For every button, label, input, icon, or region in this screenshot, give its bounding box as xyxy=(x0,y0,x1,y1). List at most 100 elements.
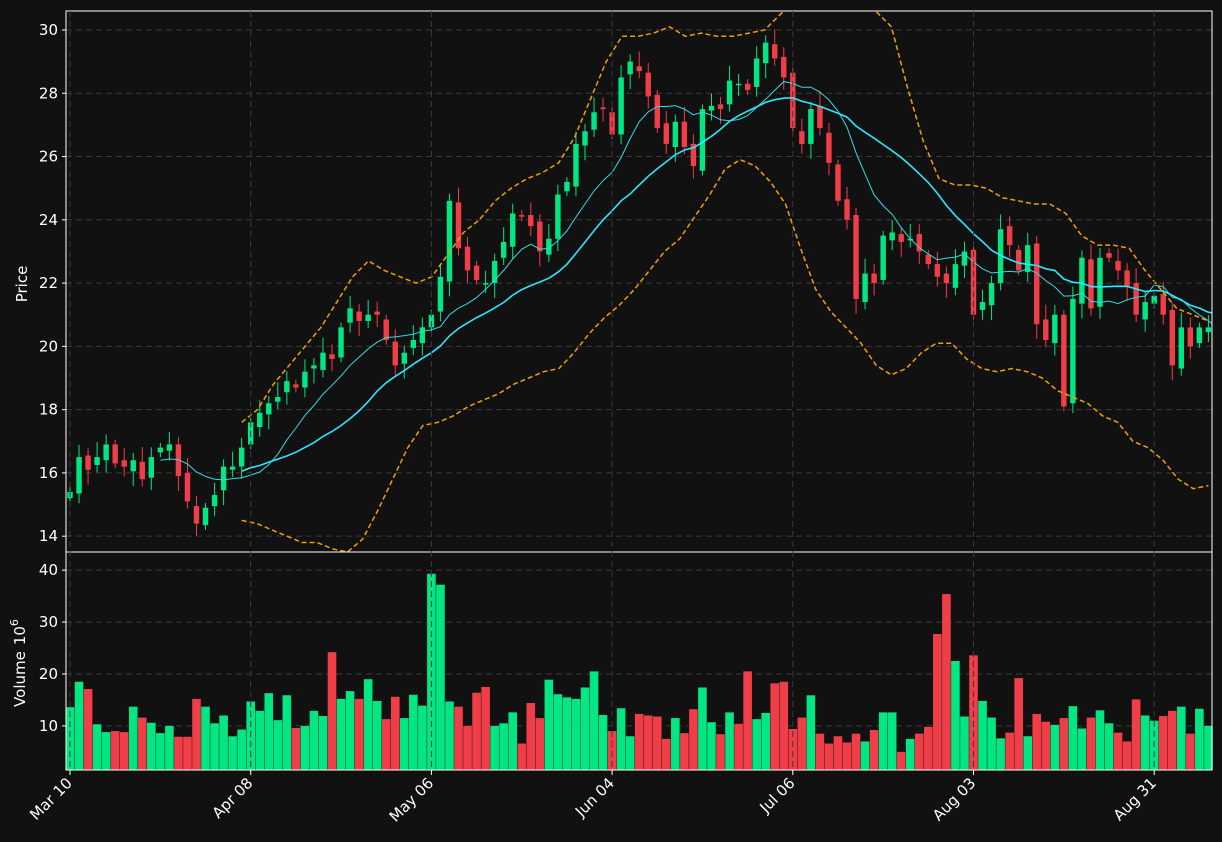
candle-body xyxy=(1115,260,1121,271)
candle-body xyxy=(1097,257,1103,307)
volume-bar xyxy=(607,731,617,770)
candle-body xyxy=(546,238,552,255)
price-tick-label: 24 xyxy=(39,211,58,229)
volume-bar xyxy=(1122,741,1132,770)
volume-bar xyxy=(165,725,174,770)
candle-body xyxy=(591,112,597,130)
volume-bar xyxy=(544,679,554,770)
candle-body xyxy=(491,260,498,284)
volume-bar xyxy=(192,698,201,770)
volume-bar xyxy=(228,736,237,770)
volume-bar xyxy=(987,717,996,770)
candle-body xyxy=(473,265,480,280)
candle-body xyxy=(121,460,127,467)
candle-body xyxy=(799,131,805,144)
volume-bar xyxy=(1014,678,1023,770)
volume-bar xyxy=(1113,732,1123,770)
candle-body xyxy=(880,235,886,280)
volume-bar xyxy=(363,679,373,770)
volume-bar xyxy=(1167,710,1177,770)
candle-body xyxy=(1142,302,1148,320)
candle-body xyxy=(654,94,660,129)
volume-bar xyxy=(707,722,716,770)
candle-body xyxy=(708,105,715,111)
price-tick-label: 30 xyxy=(39,21,58,39)
candle-body xyxy=(898,234,904,242)
upper-band-line xyxy=(241,11,1209,423)
volume-tick-label: 40 xyxy=(39,561,58,579)
candle-body xyxy=(564,181,570,192)
volume-bar xyxy=(381,719,391,770)
candle-body xyxy=(573,143,579,187)
volume-bar xyxy=(752,719,761,770)
candle-body xyxy=(482,283,489,285)
candle-body xyxy=(853,215,859,299)
volume-bar xyxy=(878,712,888,770)
volume-bar xyxy=(1195,708,1204,770)
volume-bar xyxy=(1186,733,1195,770)
volume-bar xyxy=(300,725,310,770)
candle-body xyxy=(681,121,688,148)
candle-body xyxy=(925,254,932,265)
price-tick-label: 26 xyxy=(39,148,58,166)
volume-bar xyxy=(1059,718,1069,770)
volume-bar xyxy=(598,714,608,770)
volume-bar xyxy=(914,733,924,770)
volume-bar xyxy=(924,726,933,770)
volume-bar xyxy=(345,691,355,770)
candle-body xyxy=(229,466,236,470)
candle-body xyxy=(302,371,308,388)
candle-body xyxy=(979,302,986,310)
volume-bar xyxy=(472,692,481,770)
candle-body xyxy=(1061,314,1067,407)
volume-bar xyxy=(219,715,228,770)
volume-tick-label: 30 xyxy=(39,613,58,631)
volume-bar xyxy=(589,671,599,770)
candle-body xyxy=(663,123,670,144)
ma-slow-line xyxy=(241,96,1212,472)
volume-bar xyxy=(860,741,870,770)
candle-body xyxy=(392,341,398,366)
volume-bar xyxy=(1032,713,1042,770)
candle-body xyxy=(988,283,995,306)
candle-body xyxy=(238,447,245,467)
candle-body xyxy=(401,352,407,364)
candle-body xyxy=(410,340,417,348)
candle-body xyxy=(293,384,299,388)
candle-body xyxy=(383,319,389,341)
volume-axis-label-name: Volume xyxy=(11,651,29,707)
candle-body xyxy=(690,143,697,167)
candle-body xyxy=(916,234,922,252)
volume-bar xyxy=(1086,717,1096,770)
candle-body xyxy=(455,202,462,249)
volume-bar xyxy=(743,671,752,770)
volume-bar xyxy=(237,729,246,770)
candle-body xyxy=(790,72,796,129)
volume-bar xyxy=(734,723,743,770)
volume-bar xyxy=(634,713,644,770)
candle-body xyxy=(175,444,182,477)
volume-bar xyxy=(625,736,635,770)
candle-body xyxy=(952,264,959,288)
volume-bar xyxy=(942,594,951,770)
volume-bar xyxy=(643,715,653,770)
price-tick-label: 22 xyxy=(39,274,58,292)
candle-body xyxy=(510,213,516,247)
candle-body xyxy=(311,365,317,369)
candle-body xyxy=(943,273,950,284)
volume-bar xyxy=(210,723,219,770)
volume-bar xyxy=(716,734,725,770)
volume-bar xyxy=(101,732,111,770)
volume-bar xyxy=(128,706,138,770)
price-tick-label: 28 xyxy=(39,84,58,102)
candle-body xyxy=(835,164,841,201)
candle-body xyxy=(1205,327,1212,333)
volume-bar xyxy=(445,701,454,770)
candle-body xyxy=(1025,245,1031,273)
price-tick-label: 20 xyxy=(39,337,58,355)
volume-bar xyxy=(562,697,572,770)
volume-axis-label: Volume 106 xyxy=(8,619,29,707)
volume-bar xyxy=(662,738,671,770)
volume-bar xyxy=(65,707,75,770)
price-tick-label: 16 xyxy=(39,464,58,482)
